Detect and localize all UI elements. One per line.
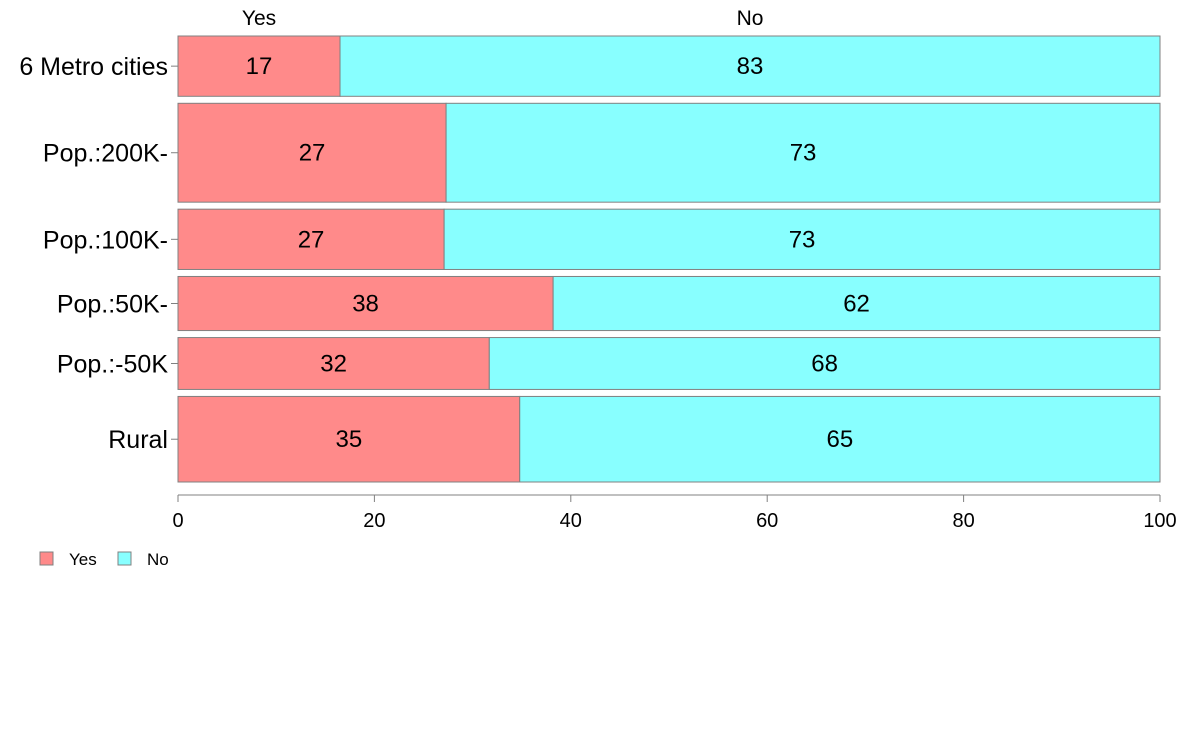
data-label-yes-pop-200k: 27 <box>299 140 326 167</box>
category-label-pop-50k: Pop.:-50K <box>57 350 169 378</box>
bar-no-rural <box>519 395 1161 483</box>
data-label-yes-pop-50k: 32 <box>320 350 347 377</box>
legend-label-no: No <box>147 550 169 569</box>
bar-no-pop-200k <box>445 102 1161 203</box>
category-label-rural: Rural <box>108 426 168 454</box>
data-label-yes-pop-50k: 38 <box>352 291 379 318</box>
x-tick-label: 20 <box>363 510 385 532</box>
data-label-no-rural: 65 <box>827 426 854 453</box>
bar-yes-6-metro-cities <box>177 35 341 97</box>
x-tick-label: 60 <box>756 510 778 532</box>
top-label-no: No <box>737 7 764 30</box>
data-label-no-pop-50k: 62 <box>843 291 870 318</box>
x-tick-label: 100 <box>1143 510 1176 532</box>
data-label-yes-pop-100k: 27 <box>298 226 325 253</box>
bar-no-pop-50k <box>488 337 1161 390</box>
top-label-yes: Yes <box>242 7 276 30</box>
data-label-yes-6-metro-cities: 17 <box>246 53 273 80</box>
bar-yes-pop-100k <box>177 208 445 270</box>
x-tick-label: 80 <box>952 510 974 532</box>
data-label-no-pop-50k: 68 <box>811 350 838 377</box>
category-label-pop-200k: Pop.:200K- <box>43 140 168 168</box>
bar-no-pop-50k <box>552 275 1161 332</box>
category-label-pop-100k: Pop.:100K- <box>43 226 168 254</box>
bar-yes-pop-200k <box>177 102 447 203</box>
x-tick-label: 0 <box>172 510 183 532</box>
top-labels: Yes No <box>242 7 764 30</box>
category-labels: 6 Metro cities Pop.:200K- Pop.:100K- Pop.:5… <box>19 53 178 454</box>
data-label-yes-rural: 35 <box>336 426 363 453</box>
bar-no-6-metro-cities <box>339 35 1161 97</box>
x-axis: 0 20 40 60 80 100 <box>172 494 1177 532</box>
data-label-no-pop-200k: 73 <box>790 140 817 167</box>
bar-no-pop-100k <box>443 208 1161 270</box>
legend: Yes No <box>39 550 169 569</box>
category-label-pop-50k: Pop.:50K- <box>57 291 168 319</box>
bar-yes-pop-50k <box>177 275 554 332</box>
data-label-no-pop-100k: 73 <box>789 226 816 253</box>
bars: 17 83 27 73 27 73 38 62 32 68 35 65 <box>177 35 1161 483</box>
x-tick-label: 40 <box>560 510 582 532</box>
legend-swatch-yes <box>39 551 54 566</box>
legend-label-yes: Yes <box>69 550 97 569</box>
legend-swatch-no <box>117 551 132 566</box>
data-label-no-6-metro-cities: 83 <box>737 53 764 80</box>
category-label-6-metro-cities: 6 Metro cities <box>19 53 168 81</box>
